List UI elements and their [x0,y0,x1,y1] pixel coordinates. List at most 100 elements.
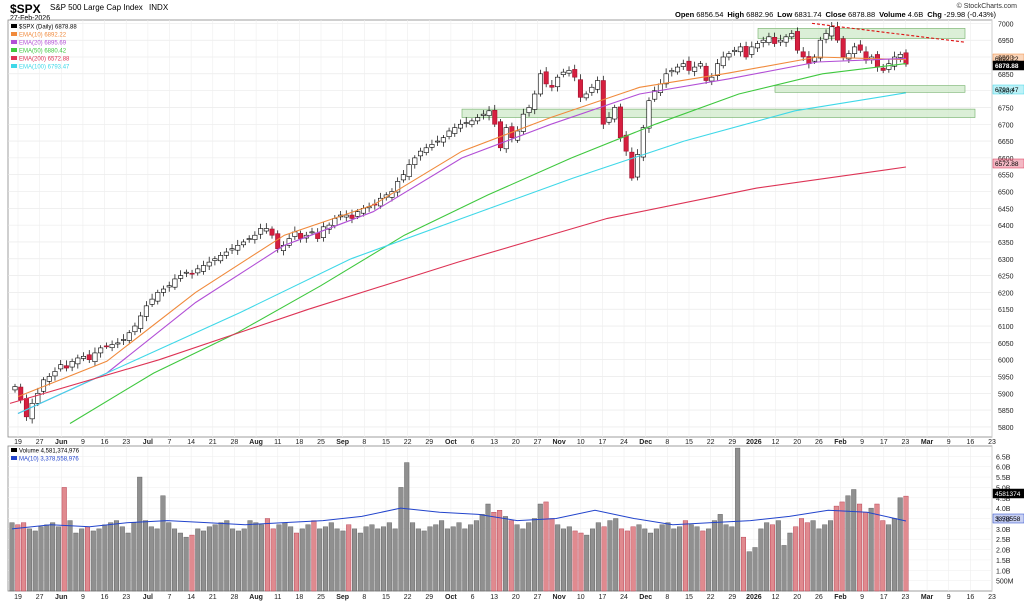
volume-bar [717,514,723,592]
volume-bar [15,524,21,592]
volume-bar [21,522,27,592]
candle-body [92,352,98,362]
candle-body [166,285,172,288]
support-zone [461,108,976,118]
volume-y-tick-label: 5.5B [996,475,1011,482]
x-tick-label-bottom: Mar [921,594,934,601]
candle-body [749,46,755,55]
x-tick-label-bottom: Dec [639,594,652,601]
price-y-tick-label: 6250 [998,274,1014,281]
volume-bar [276,524,282,592]
price-legend-entry: EMA(10) 6892.22 [19,33,67,39]
price-axis-tag-label: 6878.88 [995,63,1019,70]
volume-bar [79,528,85,592]
candle-body [320,226,326,238]
volume-bar [61,487,67,592]
price-y-tick-label: 6300 [998,257,1014,264]
volume-axis-tag-label: 4581374 [995,491,1021,498]
candle-body [595,80,601,90]
chart-date: 27-Feb-2026 [10,15,51,22]
ohlc-readout: Open 6856.54 High 6882.96 Low 6831.74 Cl… [675,11,996,19]
candle-body [697,63,703,67]
candle-body [103,345,109,348]
x-tick-label-top: Jul [143,439,153,446]
price-y-tick-label: 6100 [998,324,1014,331]
volume-bar [845,495,851,592]
volume-y-tick-label: 1.5B [996,558,1011,565]
volume-bar [218,522,224,592]
volume-bar [886,524,892,592]
volume-bar [456,522,462,592]
resistance-trendline [811,22,966,43]
x-tick-label-top: 24 [620,439,628,446]
x-tick-label-top: 23 [122,439,130,446]
candle-body [35,392,41,404]
candle-body [709,76,715,82]
x-tick-label-top: 9 [860,439,864,446]
x-tick-label-top: Aug [249,439,263,446]
volume-bar [352,528,358,592]
x-tick-label-top: 13 [490,439,498,446]
volume-bar [328,522,334,592]
x-tick-label-top: 27 [534,439,542,446]
candle-body [400,174,406,181]
low-readout: Low 6831.74 [777,10,822,19]
legend-swatch [11,64,17,68]
volume-bar [590,528,596,592]
price-axis-tag [992,84,1024,95]
x-tick-label-top: Nov [552,439,565,446]
candle-body [223,251,229,256]
candle-body [275,233,281,249]
x-tick-label-bottom: 22 [707,594,715,601]
volume-bar [810,520,816,592]
volume-bar [195,528,201,592]
volume-bar [787,532,793,592]
price-legend-entry: $SPX (Daily) 6878.88 [19,25,77,31]
x-tick-label-top: Mar [921,439,934,446]
price-y-tick-label: 6400 [998,223,1014,230]
x-tick-label-bottom: 20 [793,594,801,601]
volume-bar [868,507,874,592]
price-y-tick-label: 6550 [998,173,1014,180]
candle-body [583,93,589,99]
candle-body [332,218,338,226]
candle-body [612,107,618,120]
volume-bar [73,532,79,592]
candle-body [492,109,498,125]
x-tick-label-bottom: 13 [490,594,498,601]
x-tick-label-top: 25 [317,439,325,446]
x-tick-label-bottom: 23 [988,594,996,601]
volume-bar [241,528,247,592]
x-tick-label-top: 22 [707,439,715,446]
volume-bar [38,526,44,592]
candle-body [503,127,509,150]
candle-body [589,86,595,93]
x-tick-label-top: 18 [295,439,303,446]
volume-bar [688,524,694,592]
candle-body [606,117,612,123]
x-tick-label-bottom: 8 [665,594,669,601]
candle-body [892,56,898,67]
candle-body [663,73,669,85]
candle-body [446,130,452,137]
candle-body [760,39,766,43]
volume-bar [113,520,119,592]
candle-body [692,66,698,72]
x-tick-label-top: 20 [793,439,801,446]
price-y-tick-label: 7000 [998,21,1014,28]
x-tick-label-bottom: Nov [552,594,565,601]
x-tick-label-bottom: 29 [425,594,433,601]
volume-bar [357,532,363,592]
x-tick-label-top: Feb [834,439,846,446]
volume-bar [9,522,15,592]
x-tick-label-top: 29 [728,439,736,446]
volume-bar [560,528,566,592]
volume-bar [769,524,775,592]
price-legend-entry: EMA(50) 6880.42 [19,49,67,55]
volume-bar [102,524,108,592]
price-y-tick-label: 6600 [998,156,1014,163]
volume-bar [189,534,195,592]
x-tick-label-bottom: 26 [815,594,823,601]
candle-body [874,54,880,68]
x-tick-label-top: 21 [209,439,217,446]
